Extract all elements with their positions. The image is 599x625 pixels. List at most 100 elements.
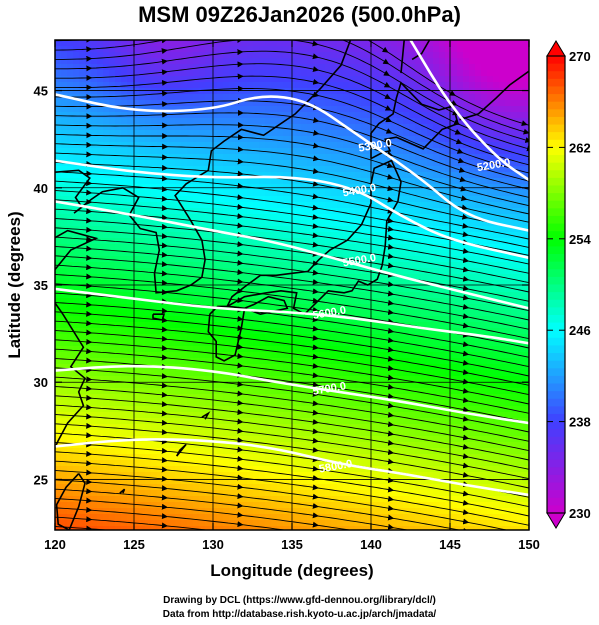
- stream-arrow: [312, 465, 319, 472]
- stream-arrow: [237, 465, 244, 472]
- contour-line: [55, 287, 529, 345]
- y-tick-label: 40: [34, 181, 48, 196]
- stream-arrow: [237, 409, 244, 416]
- stream-arrow: [387, 383, 395, 390]
- stream-arrow: [534, 190, 539, 191]
- streamline: [55, 264, 529, 330]
- colorbar-swatch: [547, 421, 565, 430]
- stream-arrow: [238, 543, 243, 544]
- colorbar-swatch: [547, 155, 565, 164]
- colorbar-swatch: [547, 482, 565, 491]
- height-contours: 5200.0 5300.0 5400.0 5500.0 5600.0 5700.0 5800…: [55, 40, 529, 497]
- stream-arrow: [456, 148, 464, 154]
- contour-line: [55, 93, 529, 232]
- colorbar-swatch: [547, 254, 565, 263]
- streamline: [55, 516, 211, 530]
- stream-arrow: [312, 353, 319, 360]
- stream-arrow: [387, 402, 395, 409]
- stream-arrow: [387, 337, 395, 344]
- stream-arrow: [237, 182, 244, 189]
- stream-arrow: [462, 266, 470, 273]
- stream-arrow: [312, 142, 320, 149]
- stream-arrow: [462, 248, 470, 254]
- stream-arrow: [387, 365, 395, 372]
- streamline: [55, 180, 529, 248]
- streamline: [55, 488, 410, 530]
- stream-arrow: [312, 129, 320, 136]
- streamline: [55, 161, 529, 232]
- stream-arrow: [383, 81, 391, 88]
- stream-arrow: [462, 462, 470, 469]
- stream-arrow: [462, 257, 470, 264]
- stream-arrow: [387, 477, 395, 484]
- stream-arrow: [312, 316, 319, 323]
- colorbar-tick-label: 262: [569, 140, 591, 155]
- colorbar-tick-label: 254: [569, 232, 591, 247]
- stream-arrow: [312, 325, 319, 332]
- y-axis-label: Latitude (degrees): [5, 211, 24, 358]
- stream-arrow: [387, 495, 395, 502]
- stream-arrow: [387, 514, 395, 521]
- stream-arrow: [312, 400, 319, 407]
- stream-arrow: [312, 269, 319, 276]
- streamline: [55, 470, 509, 530]
- x-axis-label: Longitude (degrees): [210, 561, 373, 580]
- stream-arrow: [464, 550, 469, 551]
- coastline-segment: [201, 411, 211, 420]
- stream-arrow: [387, 430, 395, 437]
- stream-arrow: [462, 331, 470, 338]
- stream-arrow: [462, 322, 470, 329]
- stream-arrow: [526, 145, 529, 152]
- stream-arrow: [237, 297, 244, 304]
- stream-arrow: [312, 260, 319, 267]
- stream-arrow: [237, 343, 244, 350]
- coastline-segment: [207, 305, 246, 362]
- colorbar-swatch: [547, 246, 565, 255]
- streamline: [55, 367, 529, 433]
- streamline: [55, 330, 529, 396]
- colorbar-swatch: [547, 497, 565, 506]
- stream-arrow: [457, 157, 465, 164]
- stream-arrow: [312, 117, 320, 124]
- colorbar-swatch: [547, 86, 565, 95]
- stream-arrow: [521, 120, 528, 127]
- stream-arrow: [237, 287, 244, 294]
- stream-arrow: [386, 162, 394, 169]
- stream-arrow: [387, 217, 394, 224]
- stream-arrow: [536, 207, 541, 208]
- colorbar-swatch: [547, 452, 565, 461]
- stream-arrow: [387, 290, 395, 297]
- stream-arrow: [387, 393, 395, 400]
- stream-arrow: [460, 195, 468, 201]
- colorbar-swatch: [547, 223, 565, 232]
- stream-arrow: [462, 406, 470, 413]
- colorbar-swatch: [547, 337, 565, 347]
- stream-arrow: [312, 180, 320, 187]
- stream-arrow: [387, 318, 395, 325]
- streamline: [55, 339, 529, 405]
- stream-arrow: [312, 306, 319, 313]
- coastline-segment: [400, 40, 405, 74]
- stream-arrow: [313, 553, 318, 554]
- stream-arrow: [387, 243, 395, 250]
- stream-arrow: [462, 397, 470, 404]
- stream-arrow: [312, 232, 319, 239]
- stream-arrow: [237, 241, 244, 248]
- stream-arrow: [462, 434, 470, 441]
- stream-arrow: [237, 213, 244, 220]
- colorbar-swatch: [547, 116, 565, 126]
- stream-arrow: [313, 543, 318, 544]
- stream-arrow: [462, 499, 470, 506]
- stream-arrow: [237, 483, 244, 490]
- stream-arrow: [453, 119, 461, 125]
- streamline: [55, 246, 529, 312]
- stream-arrow: [237, 418, 244, 425]
- streamline: [55, 414, 529, 480]
- colorbar-swatch: [547, 398, 565, 407]
- stream-arrow: [386, 139, 393, 146]
- colorbar-swatch: [547, 71, 565, 80]
- stream-arrow: [312, 418, 319, 425]
- stream-arrow: [458, 167, 466, 173]
- colorbar-swatch: [547, 383, 565, 392]
- streamline: [55, 395, 529, 461]
